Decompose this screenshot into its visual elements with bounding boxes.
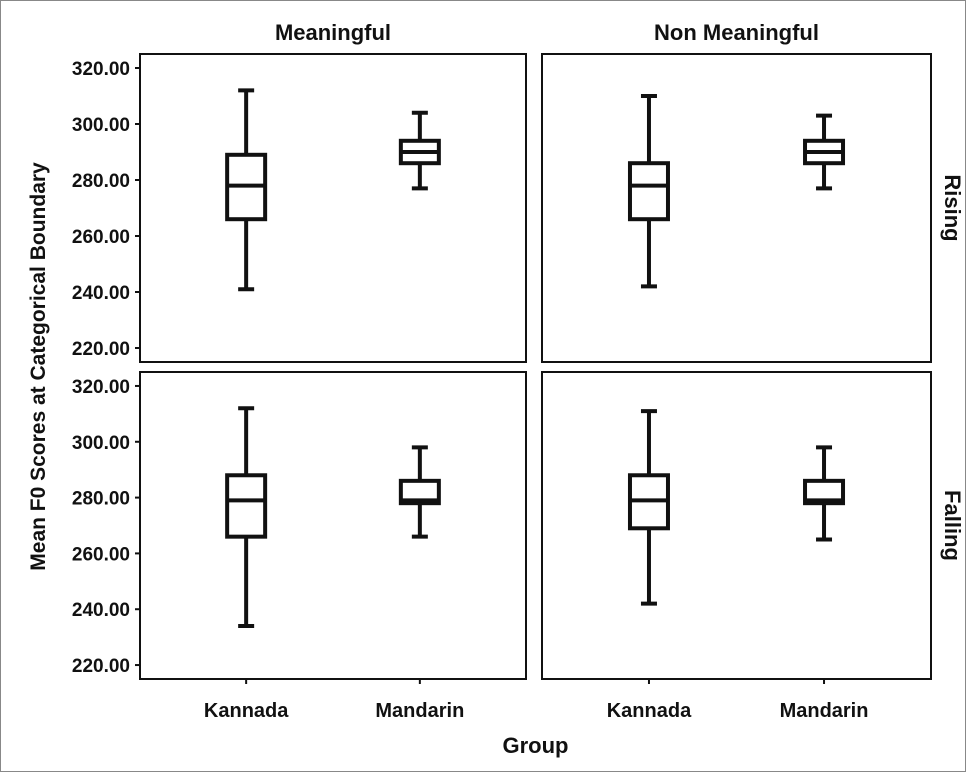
x-axis-title: Group xyxy=(503,733,569,758)
panel-frame xyxy=(541,53,932,363)
y-tick-label: 280.00 xyxy=(72,171,130,192)
facet-title-non-meaningful: Non Meaningful xyxy=(654,20,819,45)
y-tick-label: 240.00 xyxy=(72,283,130,304)
box-mandarin xyxy=(398,478,441,506)
panel-frame xyxy=(139,53,527,363)
x-tick-label: Mandarin xyxy=(780,700,869,722)
y-tick-label: 220.00 xyxy=(72,339,130,360)
y-tick-label: 280.00 xyxy=(72,489,130,510)
box-mandarin xyxy=(803,478,846,506)
y-tick-label: 320.00 xyxy=(72,377,130,398)
facet-title-falling: Falling xyxy=(940,490,965,561)
facet-title-rising: Rising xyxy=(940,174,965,241)
box-kannada xyxy=(627,161,670,222)
y-tick-label: 260.00 xyxy=(72,227,130,248)
x-tick-label: Kannada xyxy=(607,700,692,722)
y-tick-label: 240.00 xyxy=(72,600,130,621)
y-tick-label: 260.00 xyxy=(72,544,130,565)
y-axis-title: Mean F0 Scores at Categorical Boundary xyxy=(27,162,50,571)
y-tick-label: 300.00 xyxy=(72,433,130,454)
facet-title-meaningful: Meaningful xyxy=(275,20,391,45)
y-tick-label: 320.00 xyxy=(72,59,130,80)
y-tick-label: 220.00 xyxy=(72,656,130,677)
box-kannada xyxy=(225,473,268,539)
x-tick-label: Mandarin xyxy=(375,700,464,722)
panel-frame xyxy=(139,371,527,680)
x-tick-label: Kannada xyxy=(204,700,289,722)
y-tick-label: 300.00 xyxy=(72,115,130,136)
panel-frame xyxy=(541,371,932,680)
